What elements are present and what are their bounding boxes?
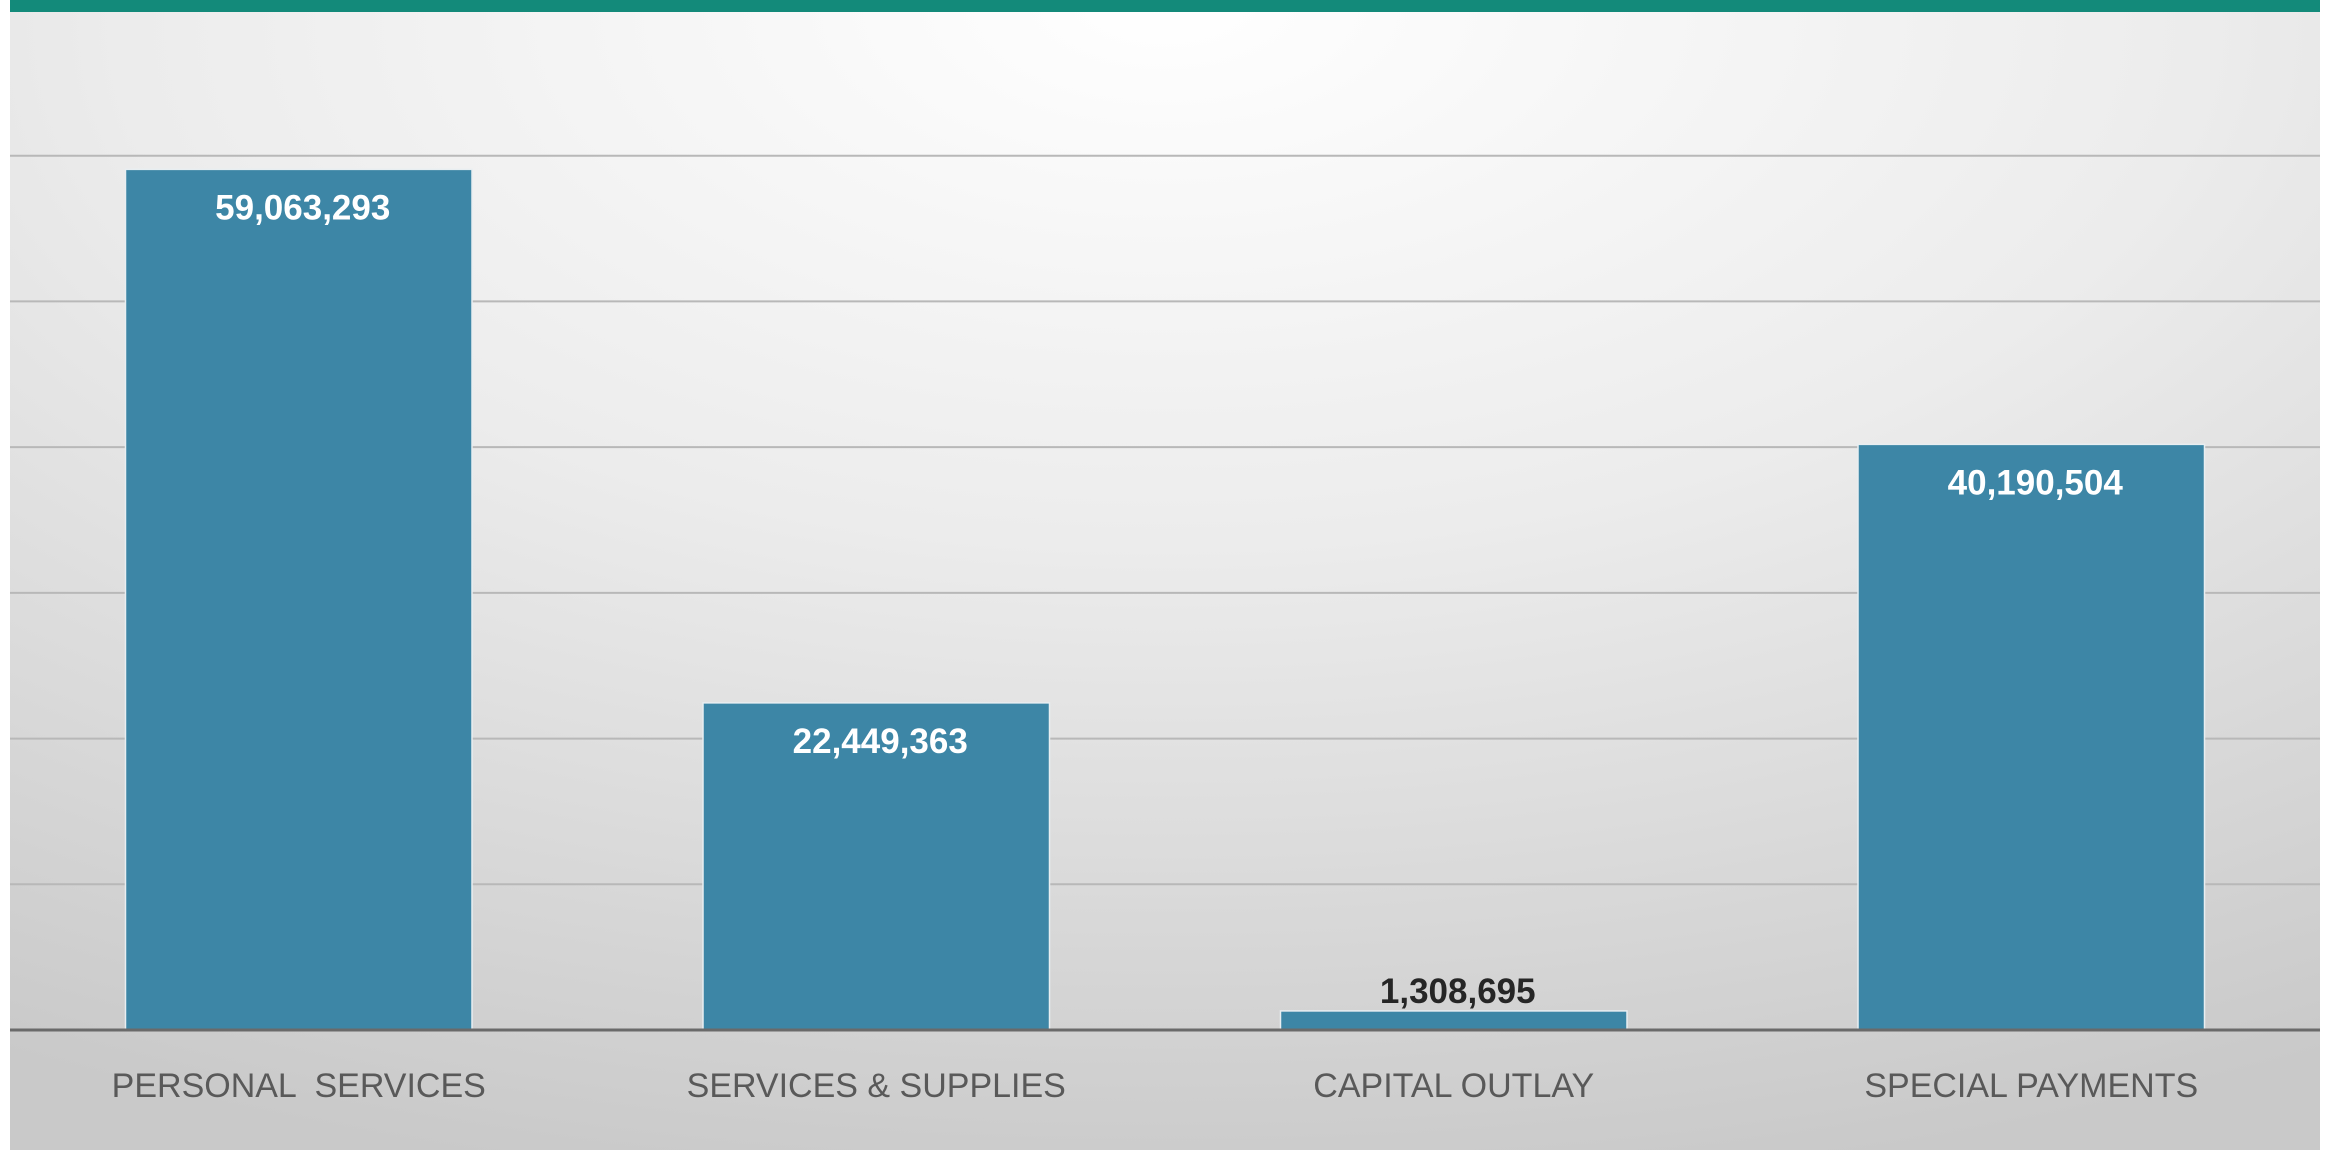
data-label-3: 1,308,695 [1380,972,1536,1011]
top-accent-rule [10,0,2320,12]
bar-chart: 59,063,29322,449,3631,308,69540,190,504 … [10,0,2320,1150]
data-label-4: 40,190,504 [1948,463,2124,502]
category-label-2: SERVICES & SUPPLIES [687,1067,1066,1105]
data-label-2: 22,449,363 [793,722,968,761]
bar-4 [1857,443,2206,1031]
category-labels: PERSONAL SERVICES SERVICES & SUPPLIES CAPI… [112,1067,2198,1105]
bar-2 [702,702,1051,1031]
data-label-1: 59,063,293 [215,188,390,227]
chart-frame: 59,063,293 22,449,363 1,308,695 40,190,504 … [10,0,2320,1150]
category-label-3: CAPITAL OUTLAY [1313,1067,1594,1105]
bar-1 [124,168,473,1031]
category-label-1: PERSONAL SERVICES [112,1067,486,1105]
bars [124,168,2206,1031]
category-label-4: SPECIAL PAYMENTS [1864,1067,2198,1105]
bar-3 [1279,1010,1628,1031]
data-labels: 59,063,293 22,449,363 1,308,695 40,190,504 [215,188,2123,1011]
